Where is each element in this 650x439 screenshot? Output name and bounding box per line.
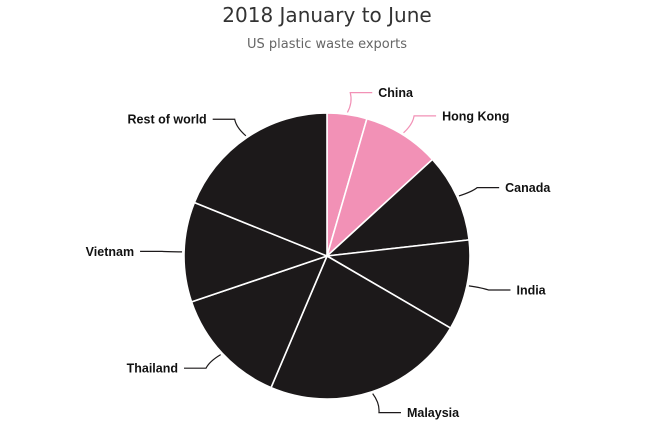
pie-slice-vietnam (183, 201, 328, 303)
connector-hong-kong (403, 115, 437, 134)
pie-slices (183, 112, 471, 400)
slice-label-malaysia: Malaysia (407, 406, 460, 420)
pie-slice-thailand (190, 255, 328, 389)
connector-china (346, 92, 373, 113)
label-connectors (140, 92, 511, 414)
slice-label-vietnam: Vietnam (86, 245, 134, 259)
pie-slice-canada (326, 158, 470, 257)
slice-label-canada: Canada (505, 181, 551, 195)
pie-slice-malaysia (270, 255, 452, 400)
slice-label-china: China (378, 86, 414, 100)
slice-label-thailand: Thailand (127, 362, 178, 376)
connector-thailand (184, 354, 221, 369)
slice-labels: China Hong Kong Canada India Malaysia Thailan… (86, 86, 552, 420)
connector-india (468, 285, 511, 291)
pie-slice-rest-of-world (193, 112, 328, 257)
connector-malaysia (372, 393, 401, 414)
slice-label-hong-kong: Hong Kong (442, 109, 509, 123)
slice-label-india: India (516, 283, 546, 297)
connector-rest-of-world (212, 118, 247, 137)
pie-slice-india (326, 239, 471, 329)
connector-vietnam (140, 250, 183, 253)
connector-canada (458, 187, 500, 197)
chart-title: 2018 January to June (222, 3, 431, 27)
chart-subtitle: US plastic waste exports (247, 37, 407, 52)
slice-label-rest-of-world: Rest of world (128, 113, 207, 127)
